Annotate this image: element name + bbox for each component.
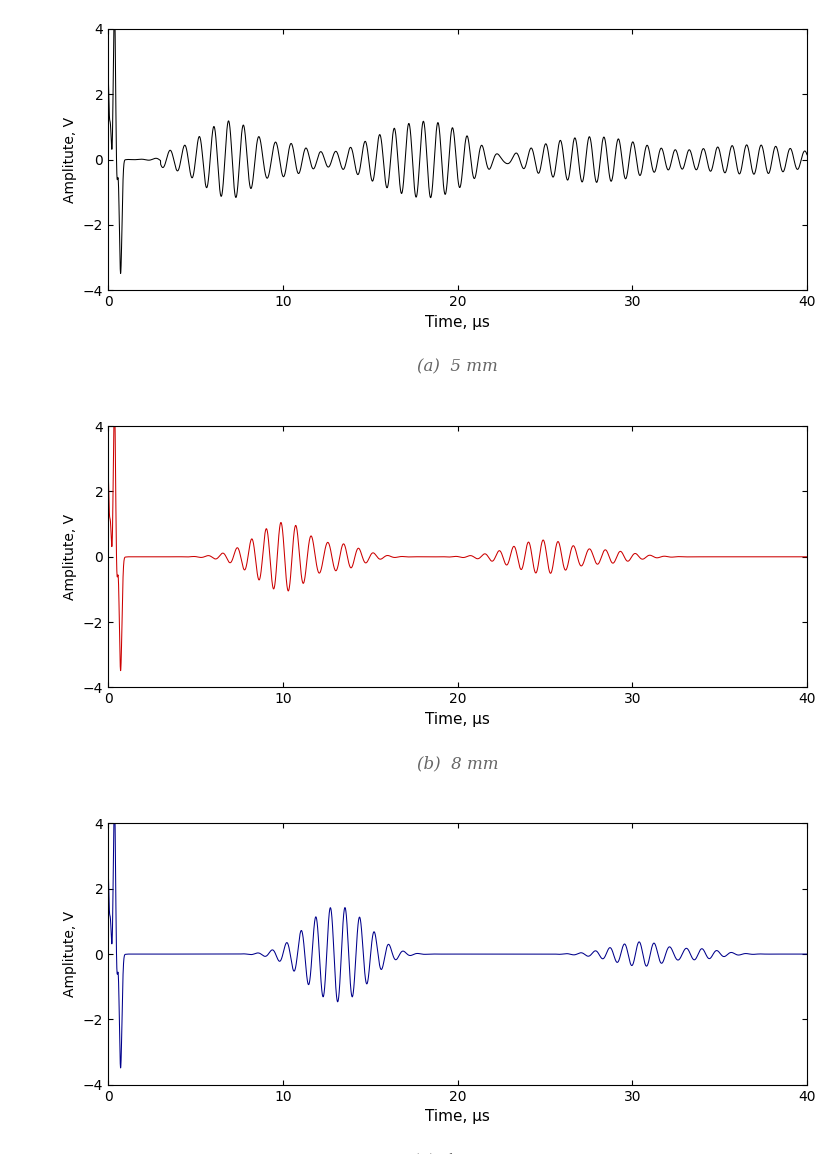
X-axis label: Time, μs: Time, μs bbox=[425, 712, 490, 727]
Text: (b)  8 mm: (b) 8 mm bbox=[417, 756, 498, 772]
Y-axis label: Amplitute, V: Amplitute, V bbox=[63, 117, 77, 203]
Text: (c)  10 mm: (c) 10 mm bbox=[412, 1153, 503, 1154]
X-axis label: Time, μs: Time, μs bbox=[425, 1109, 490, 1124]
Text: (a)  5 mm: (a) 5 mm bbox=[417, 358, 498, 375]
X-axis label: Time, μs: Time, μs bbox=[425, 315, 490, 330]
Y-axis label: Amplitute, V: Amplitute, V bbox=[63, 514, 77, 600]
Y-axis label: Amplitute, V: Amplitute, V bbox=[63, 911, 77, 997]
